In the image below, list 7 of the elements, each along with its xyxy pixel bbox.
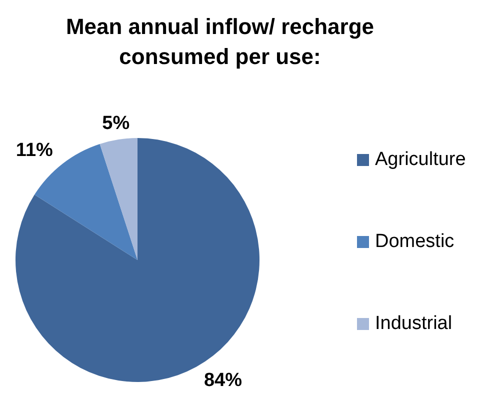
data-label: 11% — [16, 140, 54, 162]
chart-title: Mean annual inflow/ recharge consumed per use: — [64, 13, 376, 71]
data-label: 5% — [102, 112, 130, 134]
legend-label: Agriculture — [375, 149, 466, 171]
data-label: 84% — [204, 370, 242, 392]
legend-label: Industrial — [375, 313, 452, 335]
legend-label: Domestic — [375, 231, 454, 253]
